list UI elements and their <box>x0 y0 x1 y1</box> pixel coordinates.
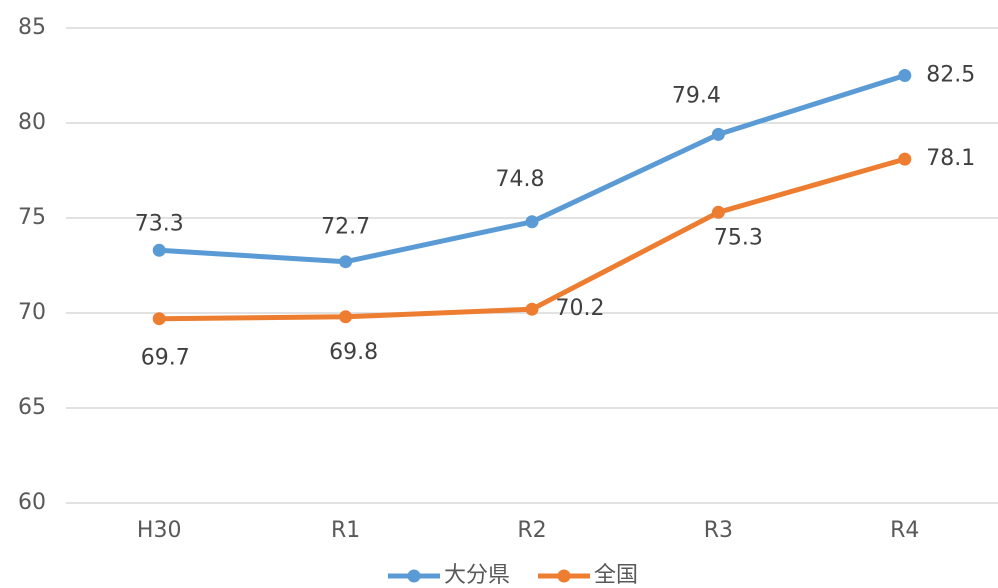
value-label: 78.1 <box>926 146 975 171</box>
point <box>152 243 166 257</box>
value-label: 73.3 <box>135 211 184 236</box>
value-label: 69.8 <box>329 340 378 365</box>
y-tick-label: 60 <box>18 490 46 515</box>
point <box>152 312 166 326</box>
x-tick-label: R1 <box>331 518 360 543</box>
value-label: 72.7 <box>321 215 370 240</box>
y-tick-label: 75 <box>18 205 46 230</box>
legend-marker <box>407 569 421 583</box>
point <box>339 255 353 269</box>
x-tick-label: R3 <box>704 518 733 543</box>
point <box>711 127 725 141</box>
value-label: 69.7 <box>141 346 190 371</box>
legend-label: 大分県 <box>444 563 510 588</box>
value-label: 74.8 <box>496 167 545 192</box>
point <box>339 310 353 324</box>
value-label: 70.2 <box>556 296 605 321</box>
x-tick-label: R4 <box>890 518 919 543</box>
x-tick-label: H30 <box>137 518 182 543</box>
value-label: 82.5 <box>926 63 975 88</box>
y-tick-label: 85 <box>18 15 46 40</box>
point <box>711 205 725 219</box>
y-tick-label: 65 <box>18 395 46 420</box>
x-tick-label: R2 <box>517 518 546 543</box>
point <box>898 152 912 166</box>
legend-marker <box>557 569 571 583</box>
point <box>525 215 539 229</box>
y-tick-label: 80 <box>18 110 46 135</box>
value-label: 79.4 <box>672 83 721 108</box>
y-tick-label: 70 <box>18 300 46 325</box>
point <box>525 302 539 316</box>
point <box>898 69 912 82</box>
value-label: 75.3 <box>714 225 763 250</box>
legend-label: 全国 <box>594 563 638 588</box>
